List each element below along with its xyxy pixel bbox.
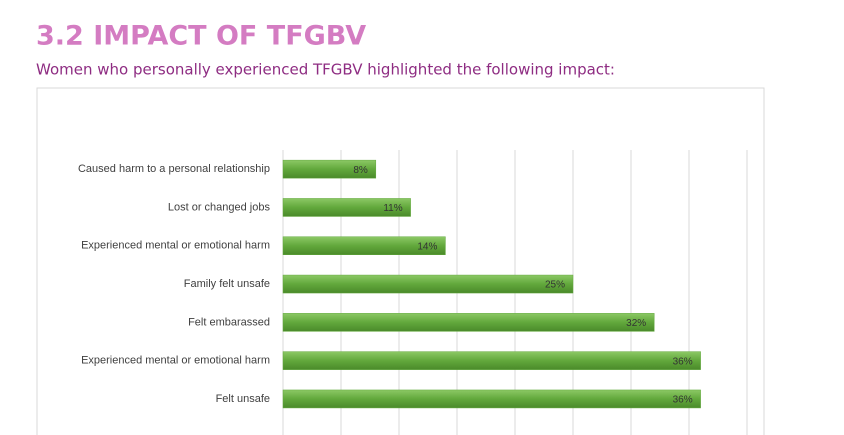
value-label: 32%: [626, 318, 646, 329]
value-label: 11%: [383, 203, 402, 214]
bar: [282, 351, 701, 370]
y-tick-label: Lost or changed jobs: [168, 201, 271, 213]
chart-subtitle: Women who personally experienced TFGBV h…: [36, 61, 615, 79]
bar: [282, 274, 574, 294]
bar: [282, 159, 377, 179]
value-label: 36%: [673, 356, 693, 367]
y-tick-label: Caused harm to a personal relationship: [78, 163, 270, 175]
bar: [282, 389, 701, 409]
bar: [282, 236, 446, 255]
value-label: 8%: [353, 165, 368, 176]
plot-frame: [36, 87, 765, 435]
value-label: 14%: [417, 241, 437, 252]
chart-title: 3.2 IMPACT OF TFGBV: [36, 21, 366, 52]
y-tick-label: Experienced mental or emotional harm: [81, 240, 270, 252]
y-tick-label: Felt unsafe: [216, 393, 270, 405]
value-label: 36%: [673, 395, 693, 406]
y-tick-label: Experienced mental or emotional harm: [81, 355, 270, 367]
value-label: 25%: [545, 280, 565, 291]
bar: [282, 198, 411, 217]
y-tick-label: Family felt unsafe: [184, 278, 270, 290]
bar: [282, 313, 655, 332]
y-tick-label: Felt embarassed: [188, 316, 270, 328]
